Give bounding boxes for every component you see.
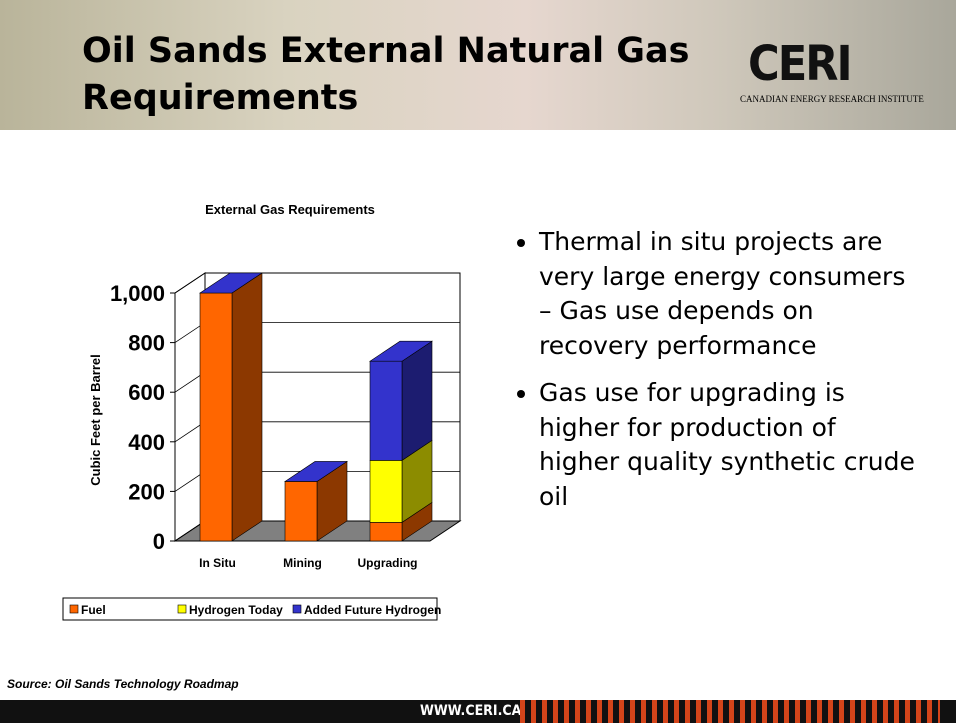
y-tick-label: 400 [128,430,165,455]
bar-segment [370,522,402,541]
y-tick-label: 200 [128,479,165,504]
legend-swatch [293,605,301,613]
bullet: Gas use for upgrading is higher for prod… [539,376,919,514]
bar-segment [285,481,317,541]
x-tick-label: Mining [283,556,322,570]
legend-swatch [70,605,78,613]
slide: Oil Sands External Natural Gas Requireme… [0,0,956,723]
bullet-list: Thermal in situ projects are very large … [503,225,919,527]
y-tick-label: 1,000 [110,281,165,306]
y-tick-label: 600 [128,380,165,405]
footer: WWW.CERI.CA [0,700,956,723]
bar-segment [370,460,402,522]
legend-swatch [178,605,186,613]
x-tick-label: In Situ [199,556,236,570]
legend-label: Fuel [81,603,106,617]
y-tick-label: 0 [153,529,165,554]
legend-label: Added Future Hydrogen [304,603,441,617]
bullet: Thermal in situ projects are very large … [539,225,919,363]
legend-label: Hydrogen Today [189,603,283,617]
bar-segment [370,361,402,460]
bar-segment [200,293,232,541]
y-axis-label: Cubic Feet per Barrel [88,354,103,486]
bar-side [232,273,262,541]
footer-url: WWW.CERI.CA [420,703,521,719]
footer-stripes [520,700,940,723]
bar-side [402,341,432,460]
chart-title: External Gas Requirements [205,202,375,217]
y-tick-label: 800 [128,331,165,356]
x-tick-label: Upgrading [358,556,418,570]
source-note: Source: Oil Sands Technology Roadmap [7,677,239,691]
